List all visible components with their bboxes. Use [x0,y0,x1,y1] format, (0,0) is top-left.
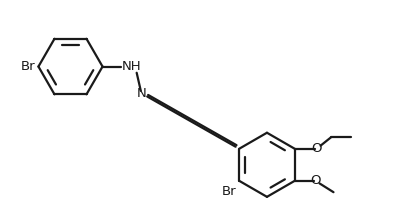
Text: O: O [310,174,321,187]
Text: NH: NH [122,60,142,73]
Text: N: N [137,87,147,100]
Text: Br: Br [222,185,236,198]
Text: O: O [311,142,322,155]
Text: Br: Br [21,60,35,73]
